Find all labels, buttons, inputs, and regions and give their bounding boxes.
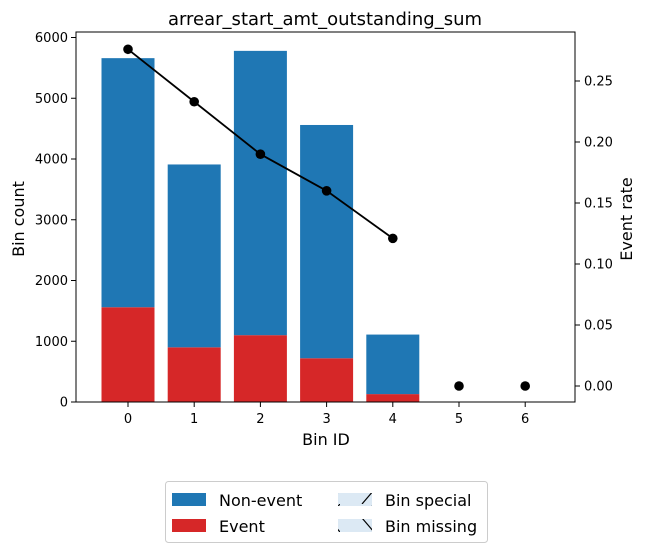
- event-rate-point: [189, 96, 199, 107]
- bar-event: [366, 394, 420, 402]
- y-tick-label: 3000: [35, 213, 68, 228]
- y-axis-label: Bin count: [9, 181, 28, 257]
- plot-area: 0 1000 2000 3000 4000 5000 6000 0.00 0.05 0.10 0.1…: [35, 31, 613, 427]
- x-tick-label: 6: [521, 412, 529, 427]
- legend-label: Event: [219, 517, 265, 536]
- y2-tick-label: 0.00: [584, 380, 613, 395]
- y-tick-label: 4000: [35, 153, 68, 168]
- x-tick-label: 0: [124, 412, 132, 427]
- event-rate-point: [454, 381, 464, 391]
- y2-tick-label: 0.20: [584, 136, 613, 151]
- bar-event: [233, 335, 287, 402]
- y2-tick-label: 0.25: [584, 75, 613, 90]
- bar-non-event: [366, 334, 420, 395]
- bar-event: [300, 358, 354, 402]
- event-rate-point: [388, 233, 398, 244]
- y2-tick-label: 0.15: [584, 197, 613, 212]
- y-tick-label: 0: [60, 396, 68, 411]
- bar-non-event: [233, 50, 287, 336]
- event-rate-point: [255, 149, 266, 159]
- bar-event: [167, 347, 221, 402]
- x-tick-label: 2: [256, 412, 264, 427]
- legend-label: Bin missing: [385, 517, 477, 536]
- chart-title: arrear_start_amt_outstanding_sum: [168, 9, 482, 30]
- event-rate-point: [520, 381, 530, 391]
- legend-swatch: [338, 519, 372, 532]
- event-rate-point: [123, 44, 133, 55]
- bar-event: [101, 307, 155, 402]
- y-tick-label: 1000: [35, 335, 68, 350]
- bar-non-event: [101, 58, 155, 308]
- y-tick-label: 6000: [35, 31, 68, 46]
- x-tick-label: 1: [190, 412, 198, 427]
- legend-label: Bin special: [385, 491, 471, 510]
- legend-swatch: [338, 493, 372, 506]
- bar-non-event: [300, 124, 354, 359]
- x-tick-label: 3: [322, 412, 330, 427]
- plot-frame: [75, 31, 576, 403]
- x-tick-label: 4: [389, 412, 397, 427]
- y-tick-label: 5000: [35, 92, 68, 107]
- legend-label: Non-event: [219, 491, 302, 510]
- event-rate-point: [321, 186, 332, 196]
- legend-swatch: [172, 493, 206, 506]
- x-tick-label: 5: [455, 412, 463, 427]
- y2-tick-label: 0.05: [584, 319, 613, 334]
- y2-axis-label: Event rate: [617, 177, 636, 260]
- legend-box: [165, 481, 488, 543]
- legend: Non-event Event Bin special Bin missing: [165, 481, 488, 543]
- x-axis-label: Bin ID: [302, 430, 350, 449]
- bar-non-event: [167, 164, 221, 348]
- legend-swatch: [172, 519, 206, 532]
- y2-tick-label: 0.10: [584, 258, 613, 273]
- y-tick-label: 2000: [35, 274, 68, 289]
